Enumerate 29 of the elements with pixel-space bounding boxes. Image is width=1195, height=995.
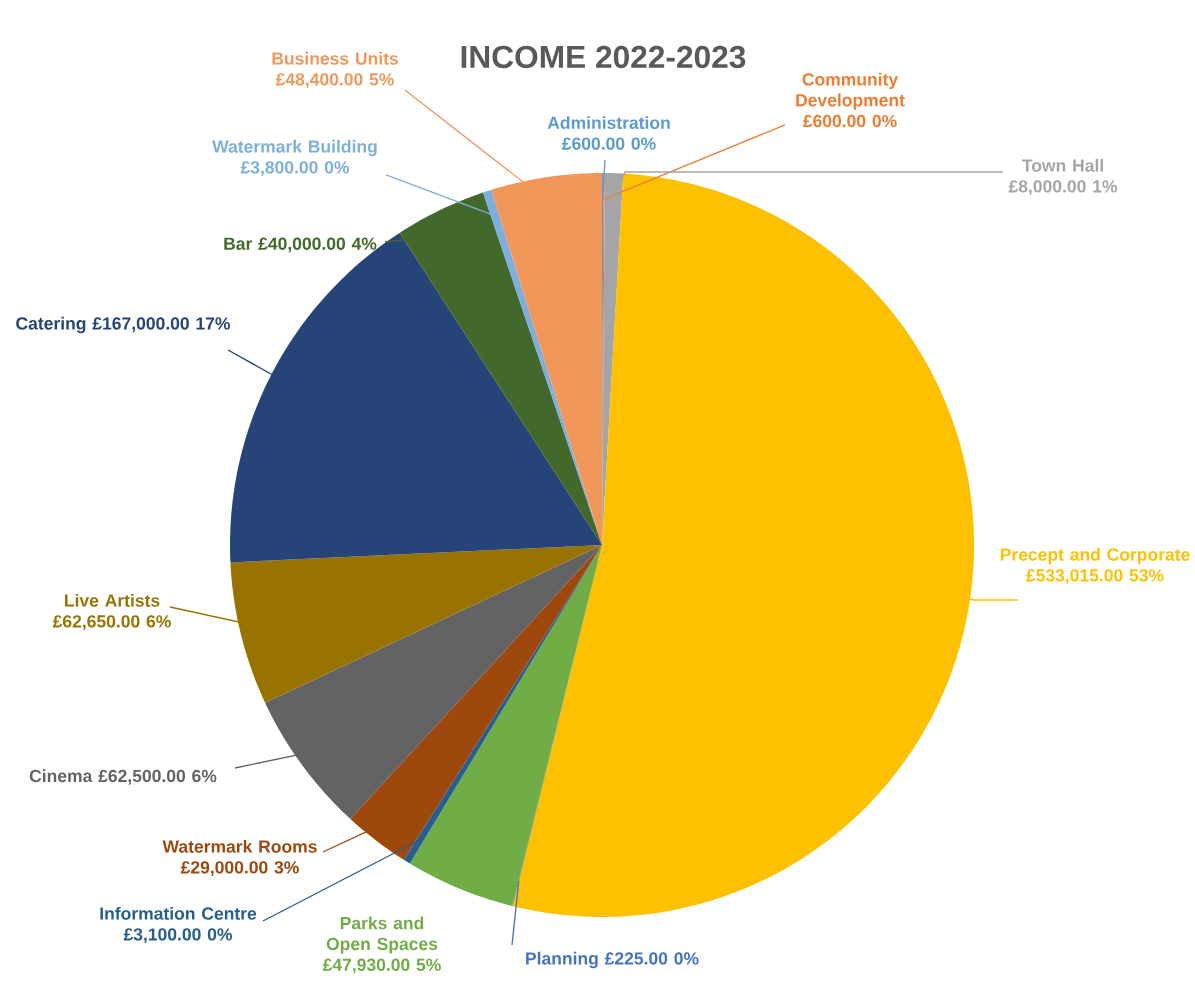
data-label: £8,000.00 1% (1008, 180, 1117, 196)
chart-title: INCOME 2022-2023 (461, 45, 746, 69)
slice-label: Administration (547, 116, 670, 129)
slice-label: Catering (16, 316, 86, 334)
data-label: £40,000.00 4% (258, 237, 377, 253)
data-label: £533,015.00 53% (1026, 569, 1164, 585)
slice-label: Parks and Open Spaces (326, 916, 438, 954)
data-label: £47,930.00 5% (322, 958, 441, 974)
data-label: £600.00 0% (803, 114, 897, 128)
slice-label: Watermark Rooms (162, 839, 317, 853)
data-label: £48,400.00 5% (275, 73, 394, 89)
data-label: £62,650.00 6% (52, 615, 171, 631)
slice-label: Information Centre (100, 906, 257, 920)
slice-label: Live Artists (65, 593, 160, 607)
data-label: £3,800.00 0% (240, 161, 349, 177)
slice-label: Precept and Corporate (1000, 547, 1190, 565)
data-label: £3,100.00 0% (123, 928, 232, 944)
data-label: £225.00 0% (604, 952, 699, 965)
slice-label: Planning (526, 951, 598, 969)
slice-label: Business Units (272, 51, 398, 65)
slice-label: Bar (224, 237, 253, 250)
data-label: £600.00 0% (562, 137, 656, 150)
slice-label: Town Hall (1022, 158, 1103, 172)
data-label: £167,000.00 17% (92, 317, 230, 333)
data-label: £29,000.00 3% (180, 861, 299, 877)
slice-label: Watermark Building (212, 139, 377, 157)
data-label: £62,500.00 6% (98, 769, 217, 785)
slice-label: Community Development (796, 72, 905, 110)
slice-label: Cinema (29, 769, 93, 783)
